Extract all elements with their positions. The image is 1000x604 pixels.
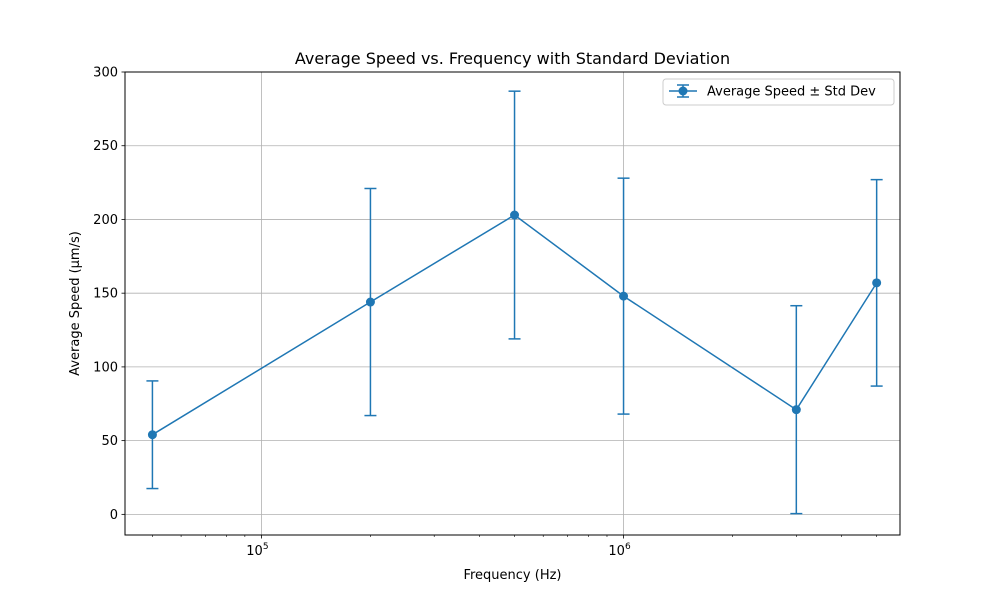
- x-tick-label-exponent: 5: [263, 542, 269, 552]
- x-tick-label-base: 10: [246, 544, 263, 559]
- data-point: [510, 210, 520, 220]
- legend-label: Average Speed ± Std Dev: [707, 85, 876, 100]
- data-point: [872, 278, 882, 288]
- x-tick-label: 105: [246, 542, 268, 559]
- legend-marker: [678, 86, 688, 96]
- legend: Average Speed ± Std Dev: [662, 78, 895, 106]
- data-point: [619, 291, 629, 301]
- data-series: [146, 90, 883, 515]
- plot-area-frame: [124, 71, 901, 536]
- y-tick-label: 300: [93, 66, 118, 81]
- x-tick-label-base: 10: [608, 544, 625, 559]
- legend-box: [662, 78, 895, 106]
- grid-lines: [125, 71, 900, 535]
- y-tick-label: 250: [93, 139, 118, 154]
- y-tick-label: 150: [93, 287, 118, 302]
- data-point: [791, 405, 801, 415]
- x-tick-label: 106: [608, 542, 631, 559]
- y-tick-label: 200: [93, 213, 118, 228]
- x-tick-label-exponent: 6: [625, 542, 631, 552]
- chart-title: Average Speed vs. Frequency with Standar…: [295, 49, 730, 68]
- series-line: [152, 214, 878, 436]
- data-point: [365, 297, 375, 307]
- y-tick-label: 50: [101, 434, 118, 449]
- y-tick-label: 100: [93, 360, 118, 375]
- y-tick-label: 0: [110, 508, 118, 523]
- x-axis-label: Frequency (Hz): [463, 568, 561, 583]
- data-point: [147, 430, 157, 440]
- y-axis-label: Average Speed (µm/s): [68, 231, 83, 376]
